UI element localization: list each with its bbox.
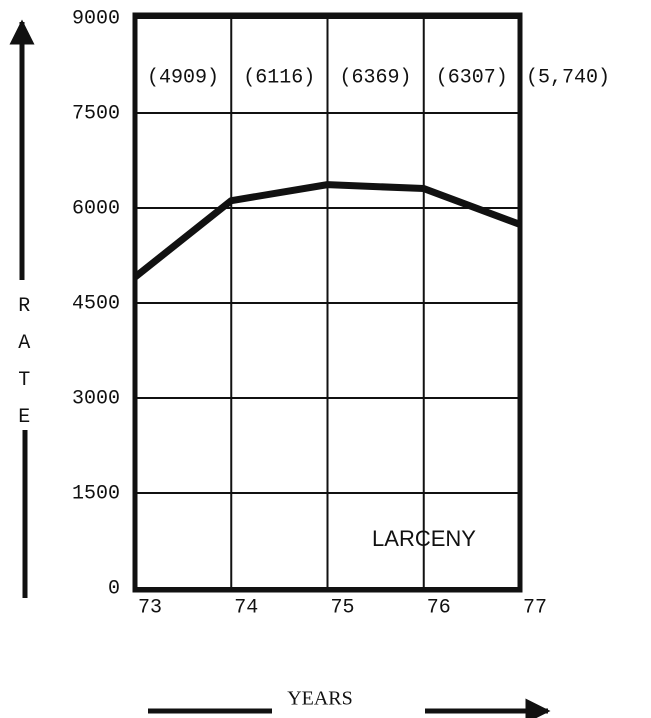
value-label: (6369) [339, 66, 411, 89]
x-tick-label: 74 [234, 596, 258, 619]
x-axis-label: YEARS [287, 688, 353, 710]
y-tick-label: 4500 [72, 292, 120, 315]
x-tick-label: 73 [138, 596, 162, 619]
y-tick-label: 7500 [72, 102, 120, 125]
y-axis-label: RATE [13, 295, 36, 443]
data-line [132, 181, 522, 280]
x-tick-label: 75 [330, 596, 354, 619]
y-tick-label: 9000 [72, 7, 120, 30]
value-label: (4909) [147, 66, 219, 89]
y-tick-label: 0 [108, 577, 120, 600]
value-label: (6116) [243, 66, 315, 89]
y-tick-label: 6000 [72, 197, 120, 220]
x-tick-label: 77 [523, 596, 547, 619]
y-tick-label: 1500 [72, 482, 120, 505]
value-label: (5,740) [526, 66, 610, 89]
value-label: (6307) [436, 66, 508, 89]
y-tick-label: 3000 [72, 387, 120, 410]
x-tick-label: 76 [427, 596, 451, 619]
